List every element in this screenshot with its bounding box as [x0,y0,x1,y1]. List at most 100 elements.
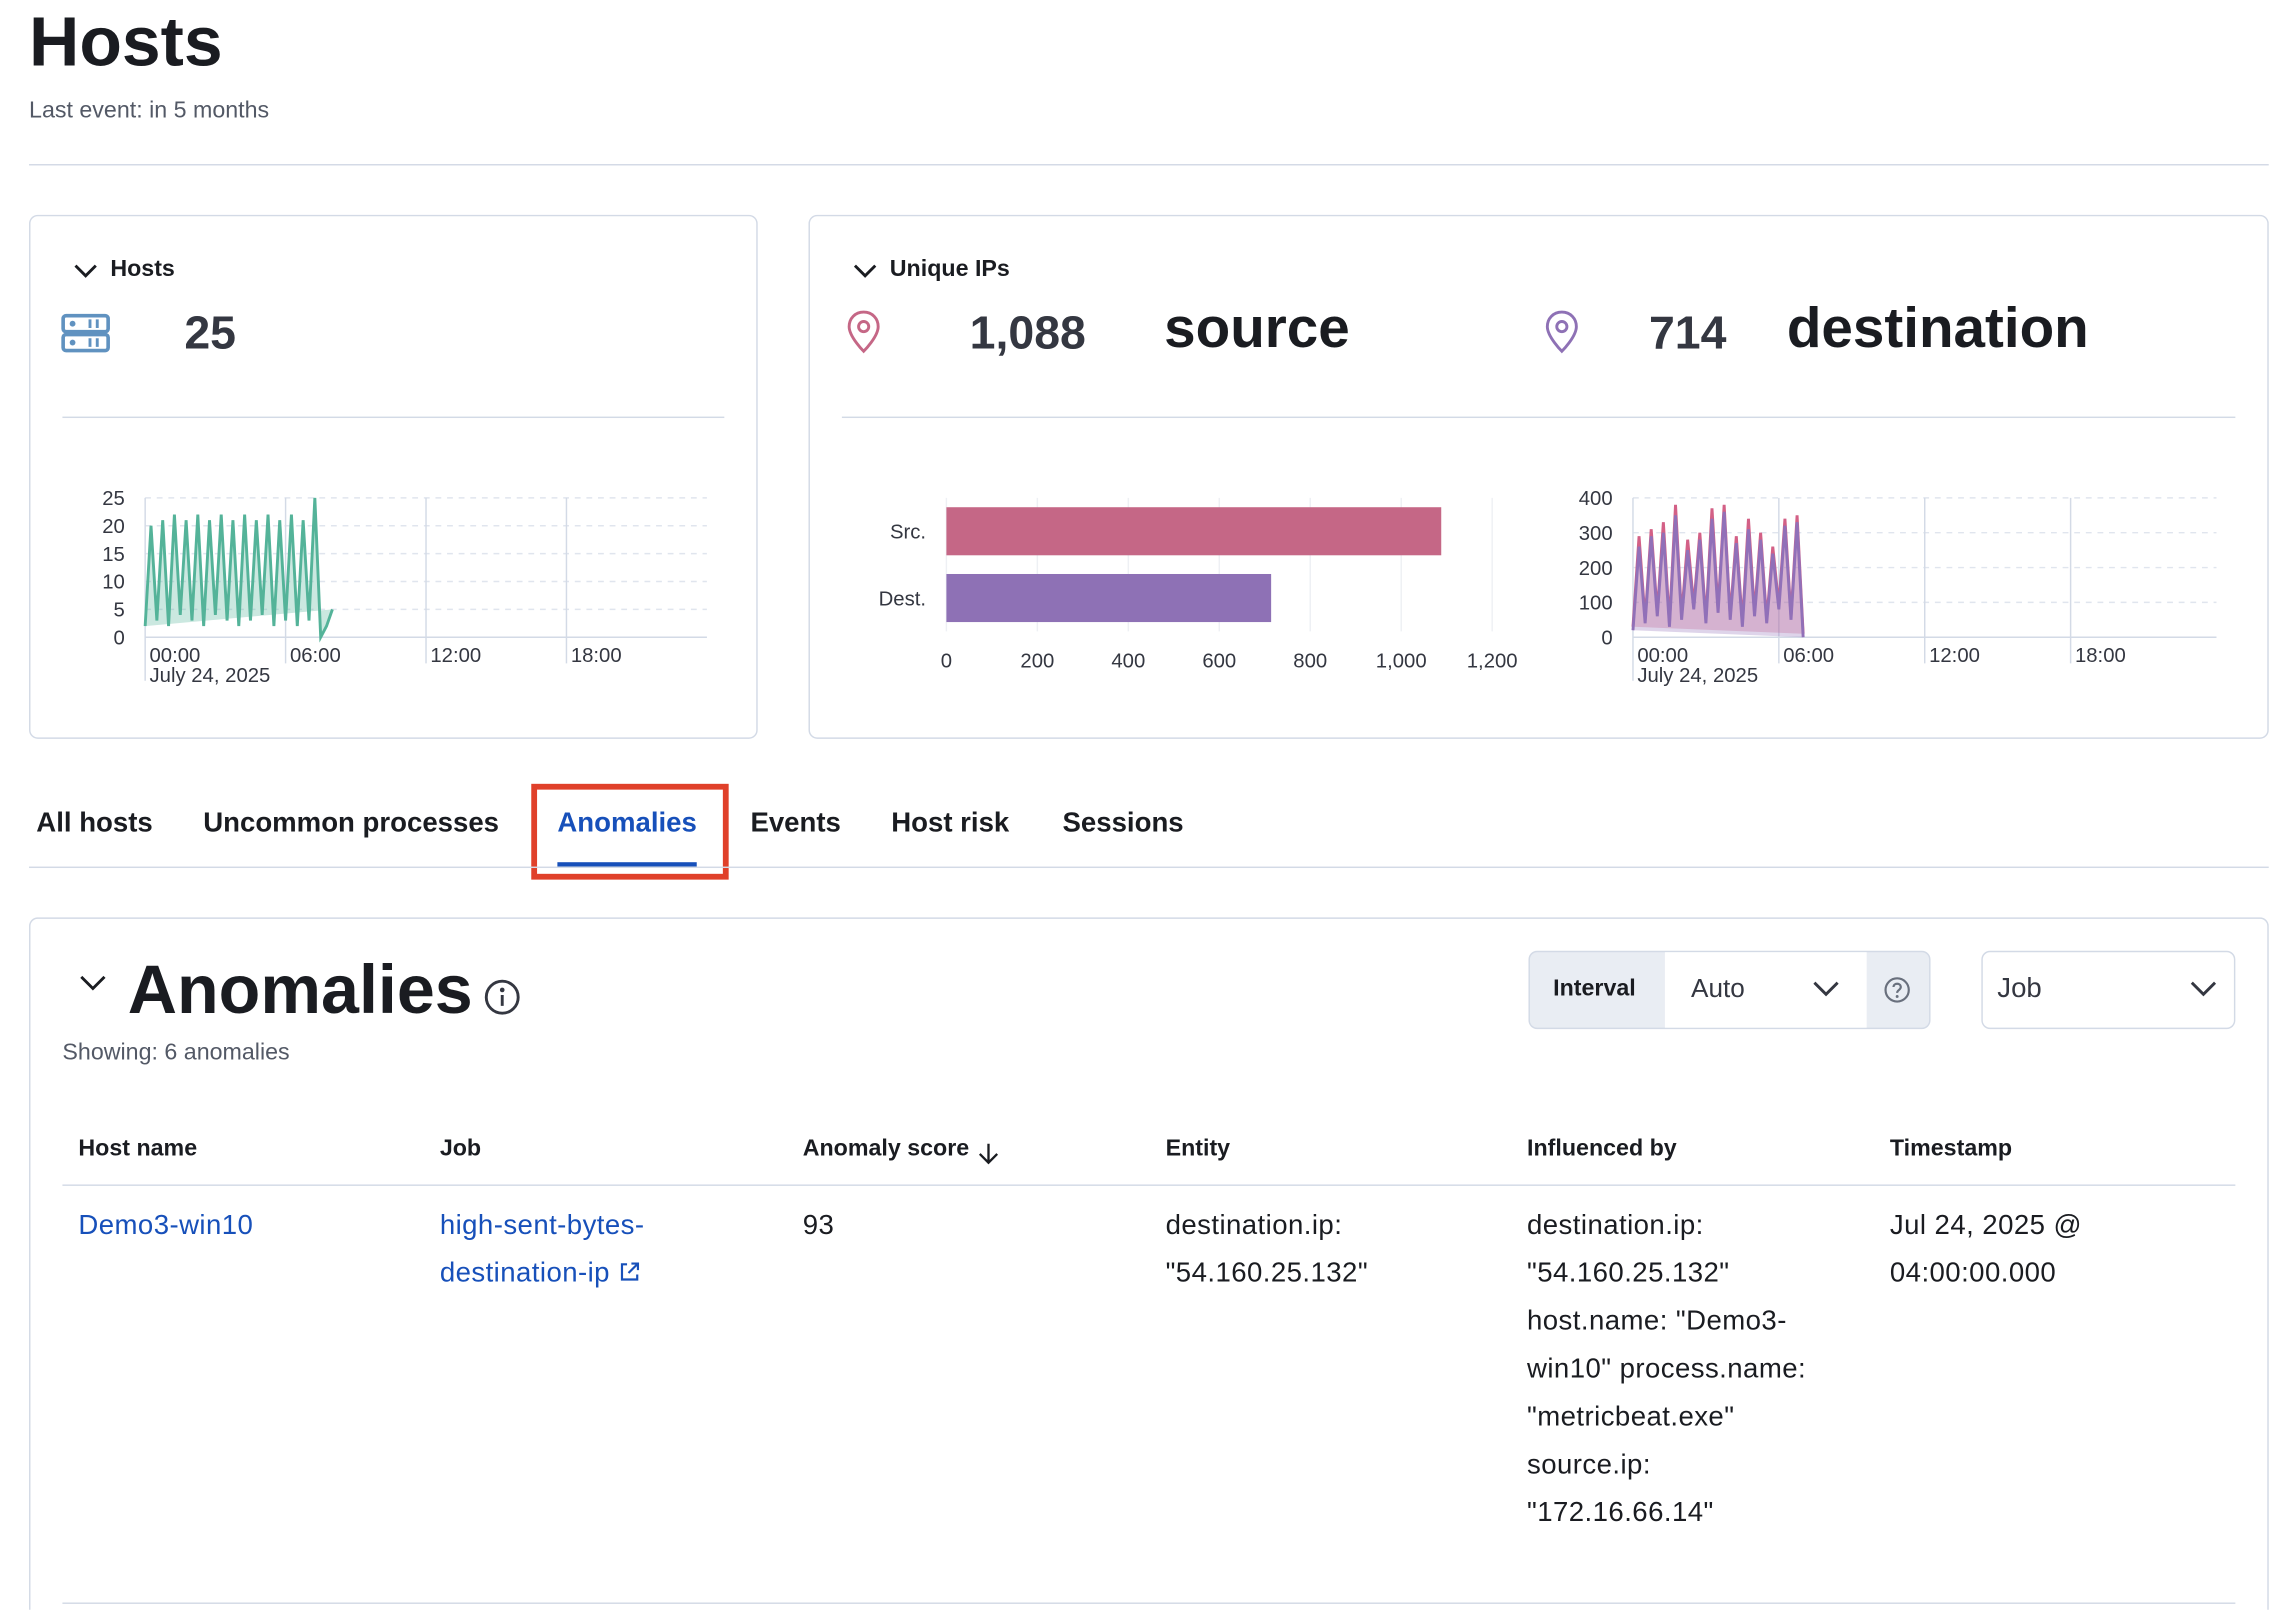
page-title: Hosts [29,4,223,82]
y-tick-label: 15 [102,544,125,566]
chevron[interactable] [77,973,109,993]
column-header: Entity [1165,1136,1231,1162]
x-tick-label: 12:00 [1929,645,1980,667]
table-header-divider [62,1184,2236,1186]
tab-underline [557,862,697,867]
divider [841,416,2236,419]
tabs-divider [29,866,2269,869]
y-tick-label: 0 [114,627,125,649]
x-date-label: July 24, 2025 [1637,665,1758,687]
section-title: Anomalies [127,950,473,1028]
cell-text: destination.ip: "54.160.25.132" host.nam… [1527,1210,1807,1529]
x-tick-label: 1,000 [1376,651,1427,673]
subtitle: Last event: in 5 months [29,98,270,124]
column-header: Timestamp [1889,1136,2013,1162]
y-tick-label: 10 [102,572,125,594]
destination-count: 714 [1648,306,1727,359]
destination-pin-icon [1545,310,1578,354]
area-series [1631,511,1805,638]
sort-icon[interactable] [975,1141,1007,1167]
tab[interactable]: Host risk [891,808,1010,839]
table-cell: 93 [803,1202,1108,1250]
bar [946,507,1442,556]
chevron[interactable] [851,261,880,281]
destination-label: destination [1786,297,2089,360]
column-header: Host name [78,1136,198,1162]
hosts-count: 25 [184,306,237,359]
tab[interactable]: Uncommon processes [203,808,500,839]
hosts-icon [61,313,110,353]
cell-text: 93 [802,1210,835,1242]
divider [62,416,725,419]
x-tick-label: 600 [1202,651,1236,673]
highlight-box [531,783,729,880]
help-icon[interactable] [1883,975,1912,1004]
x-tick-label: 800 [1293,651,1327,673]
panel-title: Hosts [110,256,175,282]
interval-select[interactable] [1664,952,1867,1028]
tab[interactable]: Anomalies [557,808,697,839]
showing-count: Showing: 6 anomalies [62,1040,290,1066]
cell-text: destination.ip: "54.160.25.132" [1165,1210,1369,1289]
x-tick-label: 400 [1111,651,1145,673]
y-tick-label: 300 [1579,523,1613,545]
x-tick-label: 06:00 [1783,645,1834,667]
x-date-label: July 24, 2025 [150,665,271,687]
chevron[interactable] [71,261,100,281]
y-tick-label: 5 [114,600,125,622]
x-tick-label: 200 [1020,651,1054,673]
cell-text: Jul 24, 2025 @ 04:00:00.000 [1889,1210,2082,1289]
unique-ips-panel [808,214,2269,739]
column-header: Job [439,1136,482,1162]
x-tick-label: 12:00 [430,645,481,667]
chevron[interactable] [1810,978,1842,998]
source-pin-icon [847,310,880,354]
interval-label: Interval [1553,976,1636,1002]
y-tick-label: 400 [1579,488,1613,510]
interval-value[interactable]: Auto [1691,973,1745,1004]
table-cell: Jul 24, 2025 @ 04:00:00.000 [1890,1202,2195,1298]
table-cell[interactable]: high-sent-bytes-destination-ip [440,1202,701,1298]
y-tick-label: 25 [102,488,125,510]
y-tick-label: 100 [1579,593,1613,615]
chevron[interactable] [2187,978,2219,998]
y-tick-label: 200 [1579,558,1613,580]
table-cell: destination.ip: "54.160.25.132" [1166,1202,1471,1298]
hosts-panel [29,214,758,739]
x-tick-label: 18:00 [2075,645,2126,667]
cell-text[interactable]: high-sent-bytes-destination-ip [439,1210,645,1289]
table-cell: destination.ip: "54.160.25.132" host.nam… [1527,1202,1832,1537]
column-header: Influenced by [1527,1136,1677,1162]
job-select[interactable] [1981,950,2236,1030]
info-icon[interactable] [483,978,521,1016]
y-tick-label: Src. [890,522,926,544]
external-link-icon[interactable] [619,1260,642,1283]
source-count: 1,088 [969,306,1086,359]
area-series [143,497,334,643]
anomalies-panel [29,917,2269,1610]
row-divider [62,1602,2236,1604]
x-tick-label: 1,200 [1467,651,1518,673]
y-tick-label: Dest. [879,588,926,610]
panel-title: Unique IPs [889,256,1010,282]
source-label: source [1164,297,1350,360]
y-tick-label: 0 [1601,627,1612,649]
x-tick-label: 18:00 [571,645,622,667]
table-cell[interactable]: Demo3-win10 [78,1202,383,1250]
x-tick-label: 00:00 [1637,645,1688,667]
x-tick-label: 0 [941,651,952,673]
divider [29,164,2269,166]
cell-text[interactable]: Demo3-win10 [78,1210,254,1242]
tab[interactable]: Sessions [1062,808,1184,839]
y-tick-label: 20 [102,516,125,538]
tab[interactable]: All hosts [36,808,153,839]
tab[interactable]: Events [750,808,841,839]
bar [946,573,1272,623]
column-header: Anomaly score [802,1136,970,1162]
job-select-label[interactable]: Job [1997,973,2042,1005]
x-tick-label: 00:00 [150,645,201,667]
x-tick-label: 06:00 [290,645,341,667]
